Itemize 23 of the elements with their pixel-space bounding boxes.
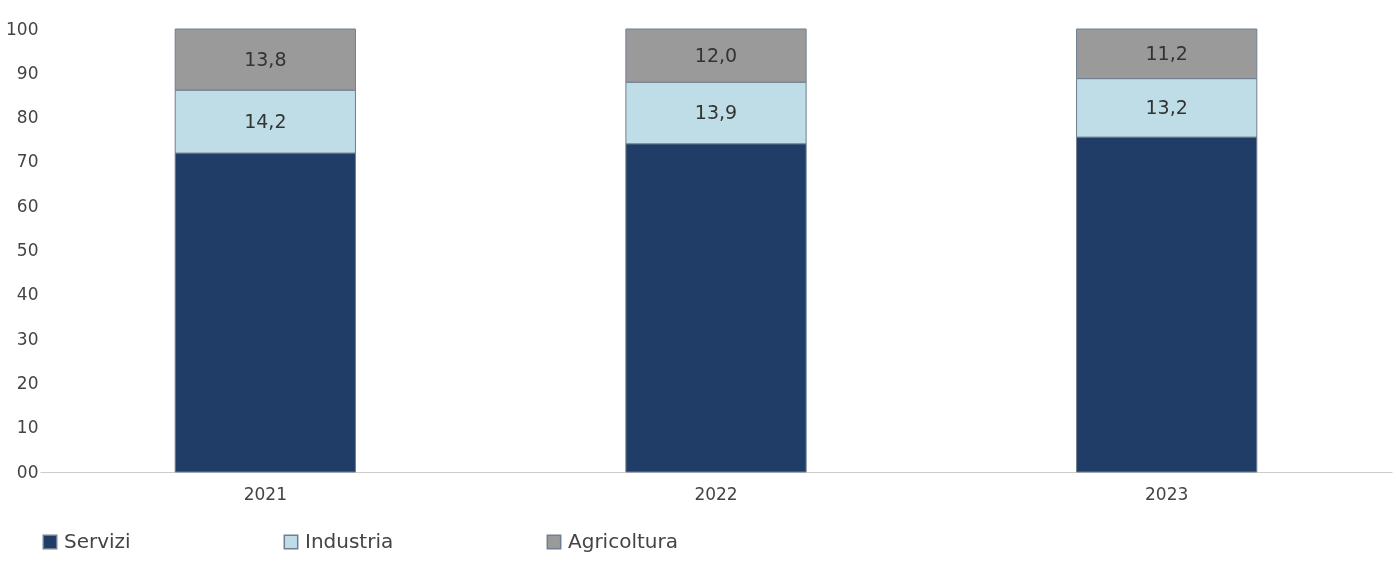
data-label: 14,2 [244,109,287,132]
data-label: 12,0 [694,43,738,66]
x-tick-label: 2023 [1145,483,1189,504]
data-label: 11,2 [1145,41,1188,64]
y-tick-label: 100 [6,18,39,39]
y-tick-label: 60 [16,195,39,216]
y-tick-label: 30 [16,328,39,349]
x-tick-label: 2022 [694,483,738,504]
y-tick-label: 70 [16,151,39,172]
y-tick-label: 40 [16,284,39,305]
legend-label: Servizi [64,529,131,553]
data-label: 13,2 [1145,95,1188,118]
x-tick-label: 2021 [243,483,287,504]
y-tick-label: 80 [16,107,39,128]
y-tick-label: 90 [16,62,39,83]
data-label: 13,8 [244,47,287,70]
y-tick-label: 10 [16,417,39,438]
y-tick-label: 50 [16,240,39,260]
legend-label: Industria [305,529,394,553]
data-label: 13,9 [694,100,738,123]
legend-label: Agricoltura [568,529,678,553]
y-tick-label: 00 [16,461,39,482]
y-tick-label: 20 [16,372,39,393]
